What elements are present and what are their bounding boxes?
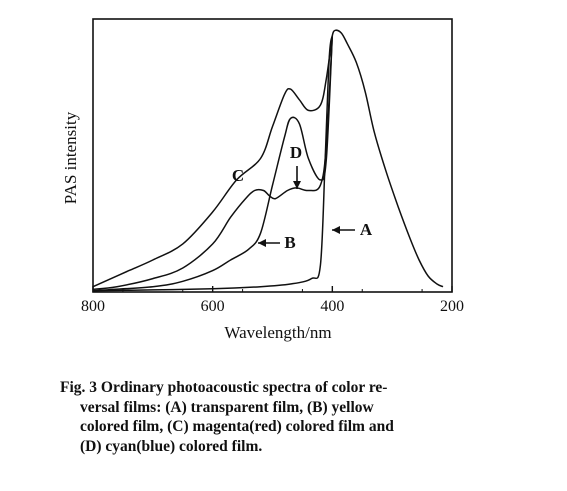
series-line-c [92,35,334,288]
series-line-d [92,35,334,292]
caption-line-1: Fig. 3 Ordinary photoacoustic spectra of… [60,379,388,396]
caption-line-3: colored film, (C) magenta(red) colored f… [80,418,394,435]
figure-caption: Fig. 3 Ordinary photoacoustic spectra of… [60,378,530,456]
caption-line-2: versal films: (A) transparent film, (B) … [80,398,374,416]
series-line-a [92,29,444,292]
axes-frame [92,18,453,293]
series-line-b [92,35,334,291]
arrowhead-a [332,226,340,234]
arrowhead-d [293,181,301,189]
curve-label-a: A [360,220,373,239]
curve-label-d: D [290,143,302,162]
chart-figure: 800 600 400 200 A B C D Wavelength/nm PAS inte… [61,18,464,342]
series-layer [92,29,444,292]
plot-frame [92,18,453,293]
x-tick-label: 200 [440,298,464,315]
x-axis-label: Wavelength/nm [224,323,331,342]
caption-line-4: (D) cyan(blue) colored film. [80,437,263,455]
tick-layer: 800 600 400 200 [81,286,464,315]
y-axis-label: PAS intensity [61,111,80,204]
curve-label-c: C [232,166,244,185]
x-tick-label: 400 [320,298,344,315]
x-tick-label: 800 [81,298,105,315]
curve-label-b: B [284,233,295,252]
annotation-layer: A B C D [232,143,373,252]
arrowhead-b [258,239,266,247]
x-tick-label: 600 [201,298,225,315]
